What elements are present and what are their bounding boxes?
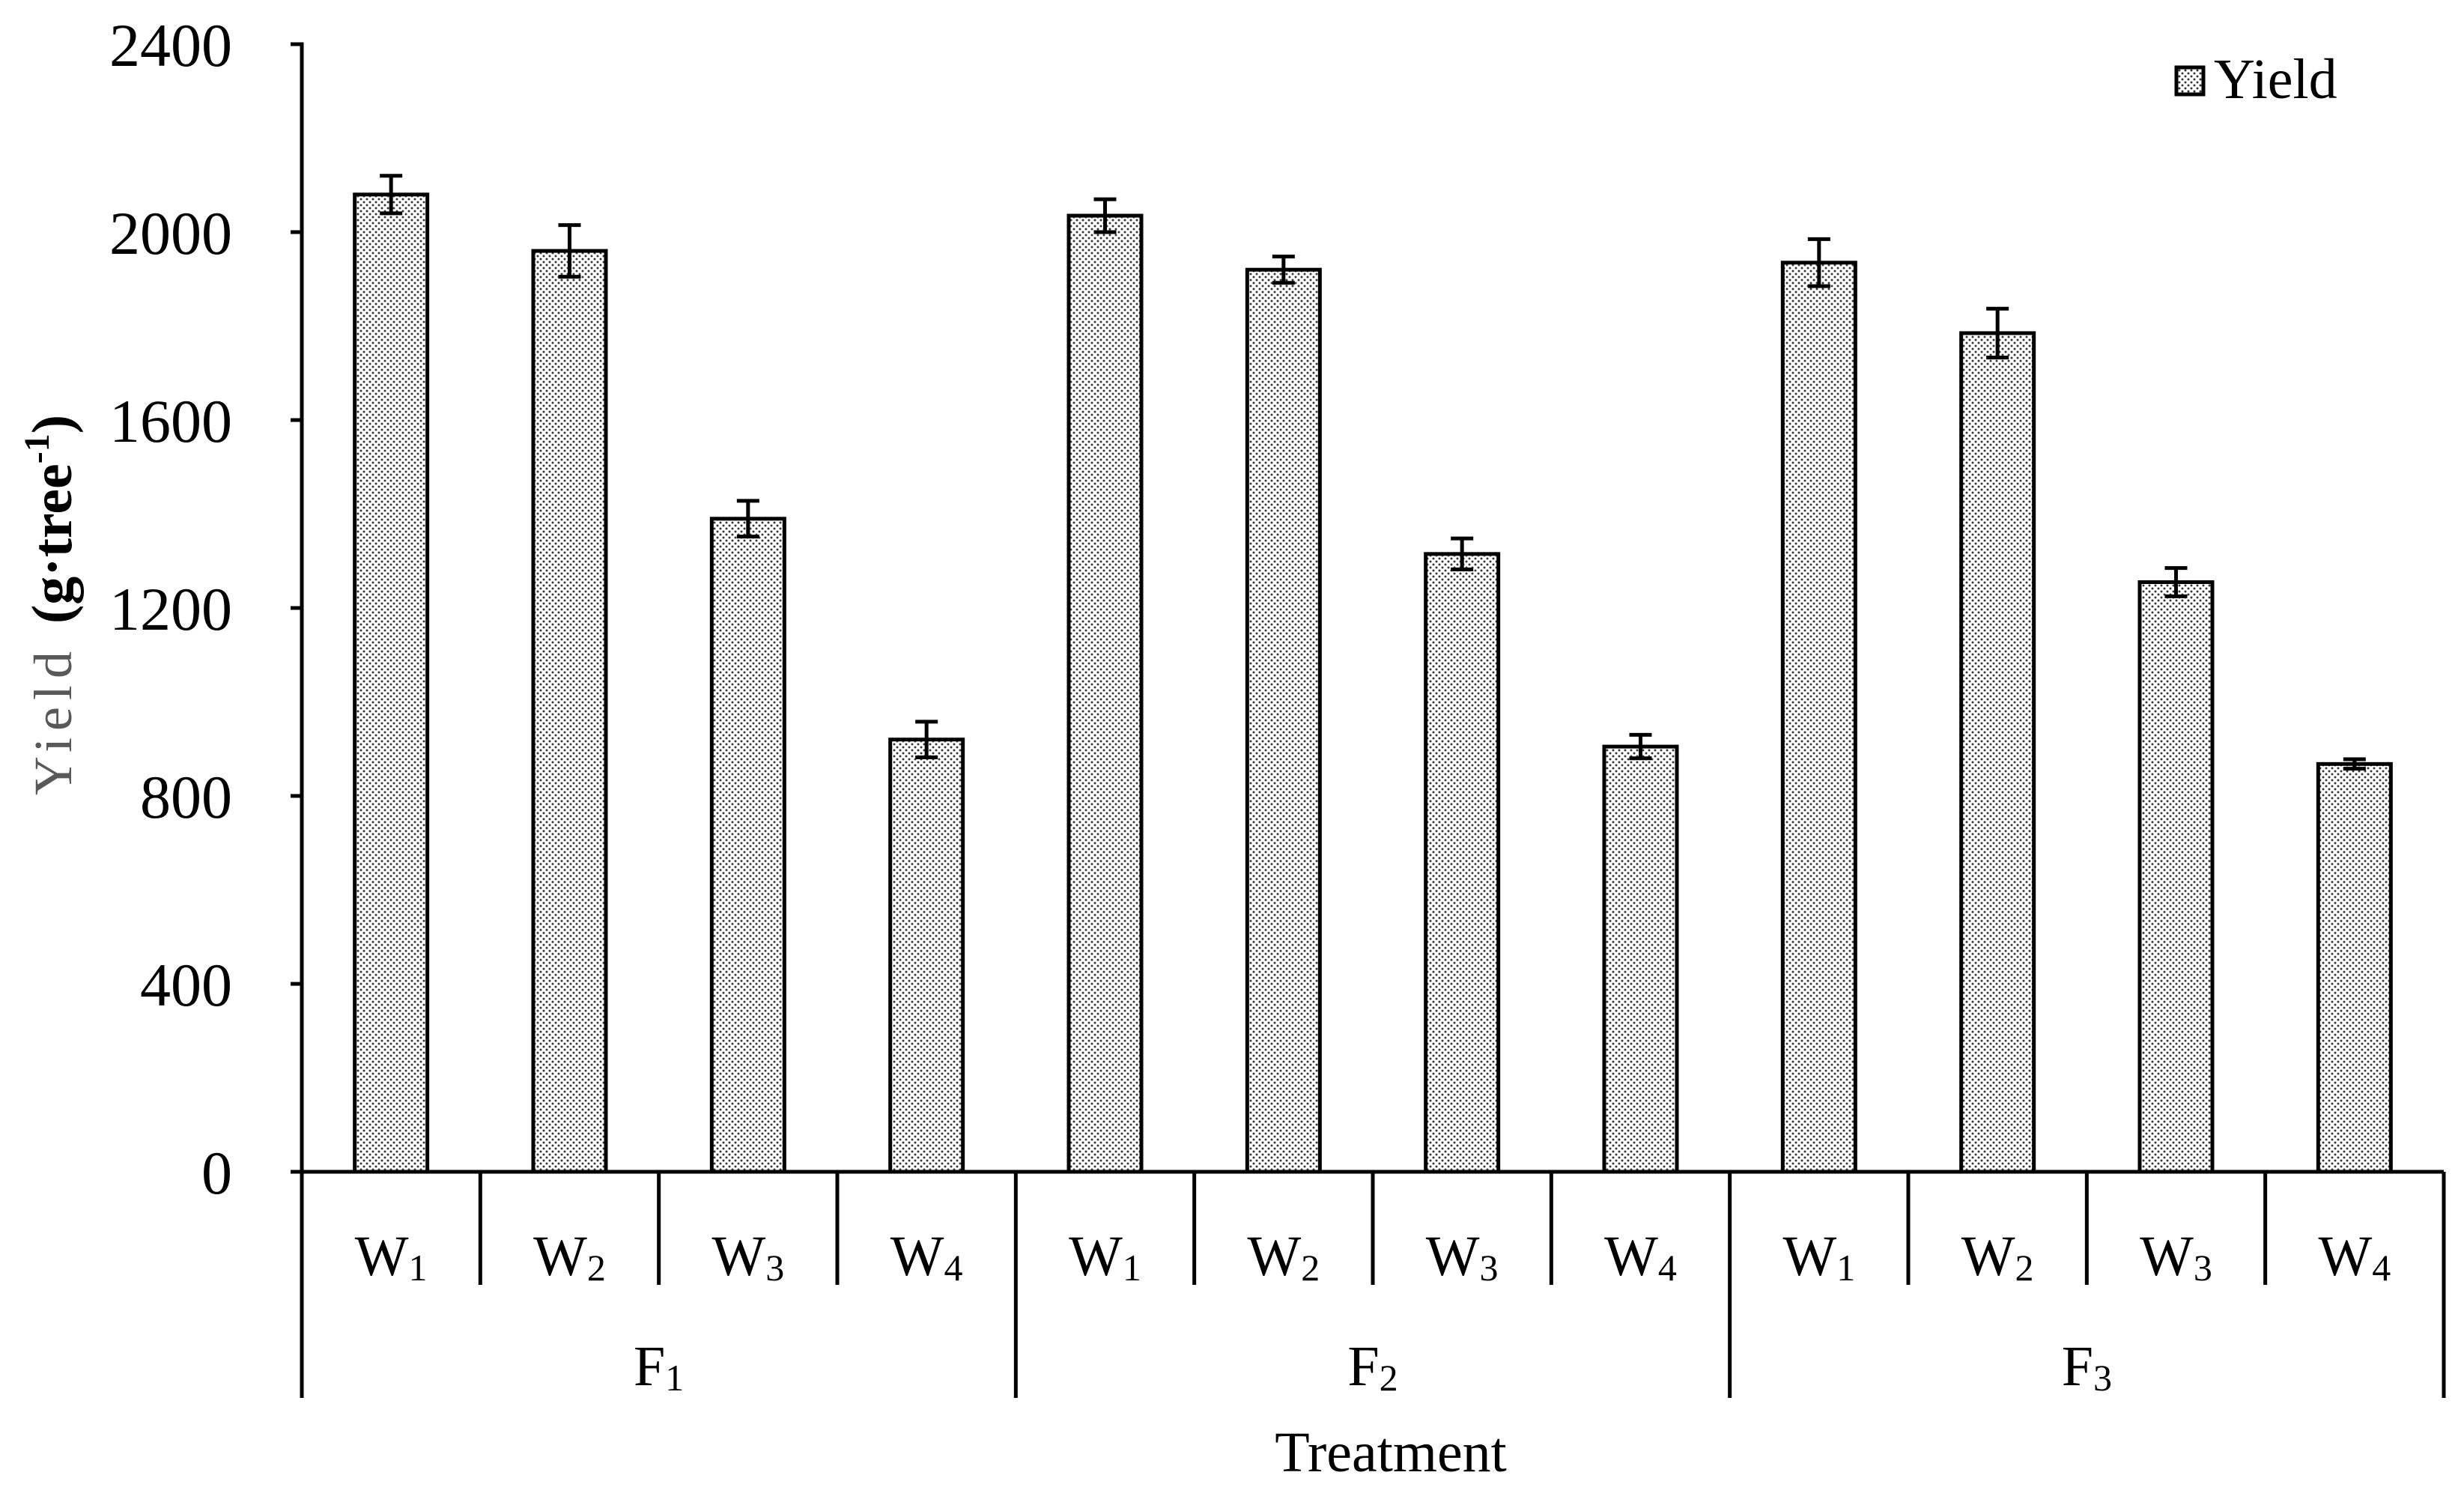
y-axis-title-unit: (g·tree: [21, 463, 84, 624]
x-tick-label-F2-W3-base: W: [1426, 1225, 1480, 1288]
error-bar-F3-W2: [1986, 306, 2009, 360]
x-tick-label-F1-W1-base: W: [355, 1225, 409, 1288]
x-tick-label-F1-W2: W2: [533, 1225, 606, 1289]
x-group-label-F3: F3: [2062, 1335, 2112, 1399]
x-tick-label-F2-W2-base: W: [1247, 1225, 1301, 1288]
x-tick-label-F3-W3: W3: [2140, 1225, 2212, 1289]
y-tick-label-2400: 2400: [109, 11, 232, 79]
bar-F2-W2: [1245, 267, 1322, 1174]
x-tick-label-F2-W1: W1: [1069, 1225, 1141, 1289]
legend-swatch: [2174, 65, 2206, 97]
error-bar-F1-W3: [736, 499, 759, 539]
error-bar-F1-W4: [915, 720, 938, 760]
y-axis-title-quantity: Yield: [23, 645, 83, 795]
legend-label: Yield: [2214, 48, 2337, 111]
y-tick-label-0: 0: [201, 1139, 232, 1207]
y-tick-label-1600: 1600: [109, 387, 232, 455]
x-group-label-F1-base: F: [634, 1335, 665, 1398]
x-tick-label-F2-W3-subscript: 3: [1480, 1247, 1499, 1289]
bar-F1-W4: [888, 738, 965, 1174]
y-axis-title-unit-close: ): [21, 415, 84, 434]
x-tick-label-F2-W1-subscript: 1: [1123, 1247, 1141, 1289]
x-tick-label-F3-W2-subscript: 2: [2015, 1247, 2034, 1289]
x-tick-label-F2-W4-subscript: 4: [1658, 1247, 1677, 1289]
x-tick-label-F2-W2-subscript: 2: [1301, 1247, 1320, 1289]
x-tick-label-F3-W4-base: W: [2318, 1225, 2372, 1288]
bar-F2-W4: [1602, 744, 1679, 1174]
x-tick-label-F3-W2-base: W: [1961, 1225, 2015, 1288]
bar-F3-W1: [1780, 261, 1857, 1174]
x-tick-label-F1-W3-base: W: [711, 1225, 765, 1288]
error-bar-F2-W4: [1629, 732, 1652, 761]
axes-layer: [291, 42, 2446, 1398]
x-group-label-F3-base: F: [2062, 1335, 2093, 1398]
bar-F3-W4: [2316, 761, 2393, 1174]
x-tick-label-F1-W3-subscript: 3: [765, 1247, 784, 1289]
x-tick-label-F2-W1-base: W: [1069, 1225, 1123, 1288]
x-tick-label-F2-W2: W2: [1247, 1225, 1320, 1289]
bar-F1-W3: [709, 517, 786, 1174]
y-axis-title-unit-exponent: -1: [17, 434, 57, 463]
error-bar-F1-W2: [558, 223, 581, 279]
x-tick-label-F1-W1-subscript: 1: [409, 1247, 428, 1289]
y-tick-label-2000: 2000: [109, 199, 232, 267]
x-tick-label-F1-W1: W1: [355, 1225, 428, 1289]
x-tick-label-F1-W2-subscript: 2: [587, 1247, 606, 1289]
x-group-label-F1-subscript: 1: [665, 1357, 684, 1399]
x-tick-label-F1-W2-base: W: [533, 1225, 587, 1288]
bar-F3-W2: [1959, 331, 2036, 1174]
error-bar-F3-W4: [2343, 757, 2366, 771]
error-bar-F3-W1: [1807, 237, 1830, 288]
error-bars-layer: [380, 174, 2366, 771]
x-tick-label-F3-W1: W1: [1782, 1225, 1855, 1289]
x-tick-label-F3-W2: W2: [1961, 1225, 2034, 1289]
y-axis-title: Yield (g·tree-1): [17, 415, 84, 795]
error-bar-F2-W1: [1093, 197, 1117, 234]
y-tick-label-400: 400: [140, 951, 232, 1019]
bar-F3-W3: [2137, 580, 2215, 1174]
error-bar-F1-W1: [380, 174, 403, 216]
x-tick-label-F2-W3: W3: [1426, 1225, 1499, 1289]
x-group-label-F1: F1: [634, 1335, 684, 1399]
x-group-label-F2-subscript: 2: [1380, 1357, 1398, 1399]
y-tick-label-800: 800: [140, 763, 232, 831]
y-tick-label-1200: 1200: [109, 575, 232, 643]
x-tick-label-F3-W3-base: W: [2140, 1225, 2194, 1288]
x-tick-label-F3-W1-base: W: [1782, 1225, 1836, 1288]
x-tick-label-F3-W4-subscript: 4: [2372, 1247, 2391, 1289]
error-bar-F3-W3: [2164, 566, 2188, 598]
x-tick-label-F2-W4: W4: [1604, 1225, 1677, 1289]
bar-F2-W1: [1066, 213, 1144, 1174]
error-bar-F2-W3: [1451, 536, 1474, 572]
x-tick-label-F1-W4-subscript: 4: [944, 1247, 963, 1289]
bar-F1-W2: [531, 249, 608, 1174]
x-axis-title: Treatment: [1275, 1421, 1507, 1484]
bar-F1-W1: [353, 192, 430, 1174]
x-group-label-F2-base: F: [1347, 1335, 1379, 1398]
x-tick-label-F3-W3-subscript: 3: [2194, 1247, 2212, 1289]
x-group-label-F3-subscript: 3: [2093, 1357, 2112, 1399]
x-tick-label-F2-W4-base: W: [1604, 1225, 1658, 1288]
error-bar-F2-W2: [1272, 255, 1295, 285]
x-group-label-F2: F2: [1347, 1335, 1398, 1399]
x-tick-label-F1-W4: W4: [890, 1225, 963, 1289]
bar-F2-W3: [1424, 552, 1501, 1174]
x-tick-label-F1-W3: W3: [711, 1225, 784, 1289]
x-tick-label-F3-W4: W4: [2318, 1225, 2391, 1289]
x-tick-label-F3-W1-subscript: 1: [1836, 1247, 1855, 1289]
bars-layer: [353, 192, 2393, 1174]
legend: Yield: [2174, 48, 2337, 111]
x-tick-label-F1-W4-base: W: [890, 1225, 944, 1288]
